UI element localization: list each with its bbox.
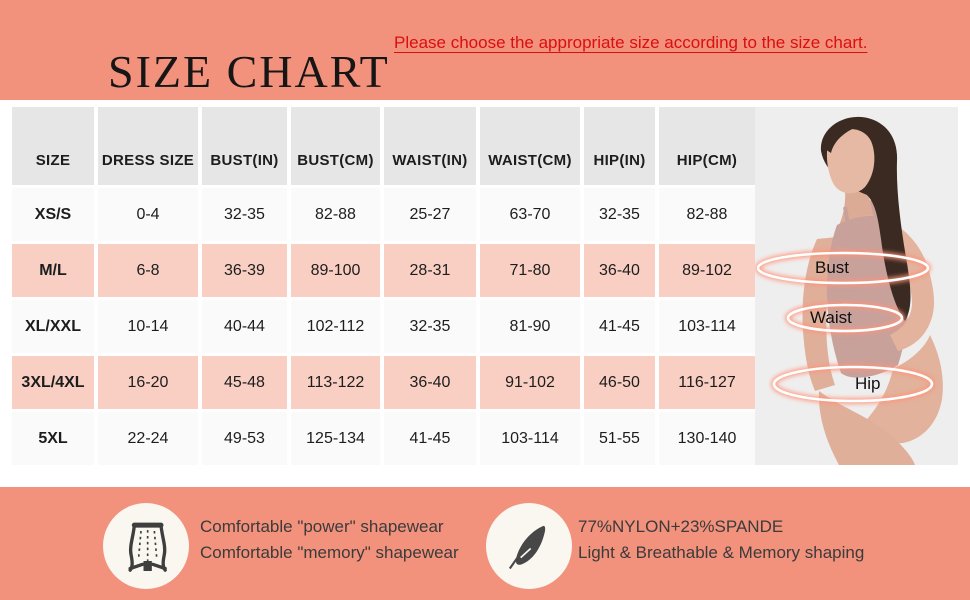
header-cell: HIP(IN) <box>584 107 655 185</box>
value-cell: 89-100 <box>291 244 380 297</box>
value-cell: 16-20 <box>98 356 198 409</box>
value-cell: 102-112 <box>291 300 380 353</box>
value-cell: 28-31 <box>384 244 476 297</box>
value-cell: 116-127 <box>659 356 755 409</box>
header-cell: DRESS SIZE <box>98 107 198 185</box>
value-cell: 49-53 <box>202 412 287 465</box>
value-cell: 32-35 <box>202 188 287 241</box>
value-cell: 6-8 <box>98 244 198 297</box>
value-cell: 36-40 <box>384 356 476 409</box>
bust-label: Bust <box>815 258 850 277</box>
subtitle-note: Please choose the appropriate size accor… <box>394 33 868 52</box>
feature-line: Light & Breathable & Memory shaping <box>578 543 865 562</box>
header-cell: BUST(CM) <box>291 107 380 185</box>
header-cell: HIP(CM) <box>659 107 755 185</box>
feature-text-comfort: Comfortable "power" shapewear Comfortabl… <box>200 514 459 566</box>
size-cell: XL/XXL <box>12 300 94 353</box>
header-cell: BUST(IN) <box>202 107 287 185</box>
size-chart-table: SIZE DRESS SIZE BUST(IN) BUST(CM) WAIST(IN) W… <box>12 107 755 465</box>
value-cell: 0-4 <box>98 188 198 241</box>
value-cell: 41-45 <box>384 412 476 465</box>
header-cell: WAIST(IN) <box>384 107 476 185</box>
value-cell: 45-48 <box>202 356 287 409</box>
size-cell: XS/S <box>12 188 94 241</box>
value-cell: 36-40 <box>584 244 655 297</box>
value-cell: 103-114 <box>480 412 580 465</box>
feature-line: 77%NYLON+23%SPANDE <box>578 517 784 536</box>
feature-text-fabric: 77%NYLON+23%SPANDE Light & Breathable & … <box>578 514 864 566</box>
value-cell: 32-35 <box>584 188 655 241</box>
value-cell: 22-24 <box>98 412 198 465</box>
value-cell: 71-80 <box>480 244 580 297</box>
model-illustration <box>755 107 958 465</box>
value-cell: 46-50 <box>584 356 655 409</box>
page-title: SIZE CHART <box>108 45 390 97</box>
feature-circle-shapewear <box>103 503 189 589</box>
value-cell: 89-102 <box>659 244 755 297</box>
value-cell: 103-114 <box>659 300 755 353</box>
model-photo: Bust Waist Hip <box>755 107 958 465</box>
value-cell: 82-88 <box>291 188 380 241</box>
value-cell: 91-102 <box>480 356 580 409</box>
value-cell: 82-88 <box>659 188 755 241</box>
value-cell: 113-122 <box>291 356 380 409</box>
content-panel: SIZE DRESS SIZE BUST(IN) BUST(CM) WAIST(IN) W… <box>0 100 970 487</box>
header-cell: SIZE <box>12 107 94 185</box>
feature-line: Comfortable "memory" shapewear <box>200 543 459 562</box>
value-cell: 36-39 <box>202 244 287 297</box>
size-cell: 3XL/4XL <box>12 356 94 409</box>
size-cell: 5XL <box>12 412 94 465</box>
feature-line: Comfortable "power" shapewear <box>200 517 444 536</box>
value-cell: 125-134 <box>291 412 380 465</box>
value-cell: 40-44 <box>202 300 287 353</box>
header-cell: WAIST(CM) <box>480 107 580 185</box>
value-cell: 10-14 <box>98 300 198 353</box>
value-cell: 51-55 <box>584 412 655 465</box>
value-cell: 25-27 <box>384 188 476 241</box>
hip-label: Hip <box>855 374 881 393</box>
feature-circle-fabric <box>486 503 572 589</box>
shapewear-icon <box>128 522 167 572</box>
value-cell: 63-70 <box>480 188 580 241</box>
value-cell: 41-45 <box>584 300 655 353</box>
waist-label: Waist <box>810 308 852 327</box>
value-cell: 32-35 <box>384 300 476 353</box>
size-cell: M/L <box>12 244 94 297</box>
value-cell: 81-90 <box>480 300 580 353</box>
feather-icon <box>508 525 546 570</box>
value-cell: 130-140 <box>659 412 755 465</box>
